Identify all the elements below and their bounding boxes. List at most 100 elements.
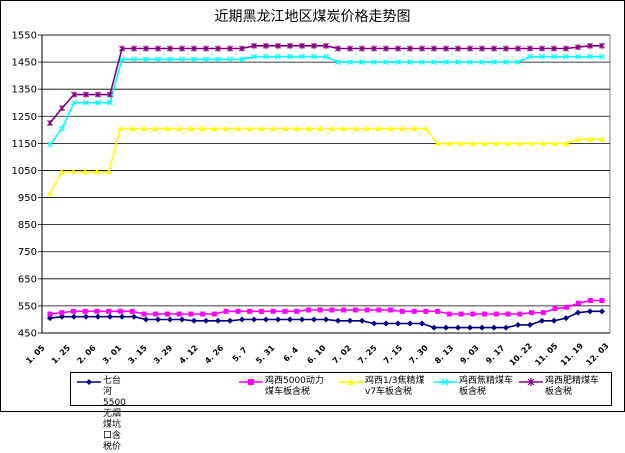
series-point-3 [251,53,257,60]
x-tick-label: 3. 29 [152,343,175,366]
series-point-2 [399,125,406,131]
y-tick-label: 1150 [12,139,37,150]
series-point-2 [140,125,147,131]
legend-swatch-jixi-coking [433,378,457,386]
series-point-2 [375,125,382,131]
series-point-4 [227,45,233,52]
series-point-3 [179,56,185,63]
y-tick-label: 550 [18,301,37,312]
series-point-3 [359,59,365,66]
series-point-0 [299,316,305,323]
series-point-2 [234,125,241,131]
series-point-0 [143,316,149,323]
series-point-4 [467,45,473,52]
series-point-2 [352,125,359,131]
series-point-0 [239,316,245,323]
series-point-0 [47,315,53,322]
series-point-4 [563,45,569,52]
series-point-1 [505,311,511,317]
series-point-0 [71,313,77,320]
series-point-4 [251,42,257,49]
x-tick-label: 5. 7 [231,345,249,363]
series-point-3 [107,99,113,106]
series-point-0 [383,320,389,327]
series-point-3 [515,59,521,66]
series-point-0 [119,313,125,320]
series-point-0 [287,316,293,323]
series-point-2 [364,125,371,131]
series-point-1 [106,308,112,314]
series-point-3 [131,56,137,63]
legend-label-jixi-coking: 鸡西焦精煤车板含税 [459,376,514,397]
series-point-3 [539,53,545,60]
series-point-1 [482,311,488,317]
y-tick-label: 1550 [12,31,37,42]
series-point-3 [299,53,305,60]
series-point-3 [383,59,389,66]
series-point-3 [347,59,353,66]
series-point-2 [422,125,429,131]
series-point-0 [587,308,593,315]
series-point-3 [155,56,161,63]
series-point-2 [105,168,112,175]
series-point-1 [70,308,76,314]
series-point-4 [179,45,185,52]
series-point-4 [71,91,77,98]
series-point-0 [443,324,449,331]
series-point-4 [431,45,437,52]
series-point-1 [576,300,582,306]
series-point-0 [419,320,425,327]
series-point-4 [479,45,485,52]
series-point-3 [287,53,293,60]
series-point-4 [455,45,461,52]
series-point-2 [563,140,570,146]
x-tick-label: 10. 22 [508,341,534,367]
series-point-3 [563,53,569,60]
series-point-4 [287,42,293,49]
series-point-3 [311,53,317,60]
series-point-0 [215,317,221,324]
series-point-4 [587,42,593,49]
series-point-1 [435,308,441,314]
series-point-2 [47,190,53,196]
x-tick-label: 12. 03 [584,341,610,367]
series-point-3 [263,53,269,60]
plot-background [41,34,611,334]
x-tick-label: 7. 25 [356,343,379,366]
series-point-3 [599,53,605,60]
series-point-3 [587,53,593,60]
legend-swatch-jixi-power [239,379,263,385]
series-point-0 [263,316,269,323]
series-point-0 [311,316,317,323]
series-point-4 [551,45,557,52]
line-chart: 450 550 650 750 850 950 1050 1150 1250 1350 1450 15… [12,31,611,368]
series-point-4 [503,45,509,52]
series-point-1 [294,308,300,314]
series-point-1 [270,308,276,314]
series-point-2 [469,140,476,146]
x-tick-label: 9. 03 [459,343,481,365]
series-point-3 [575,53,581,60]
series-point-1 [317,307,323,313]
series-point-0 [95,313,101,320]
series-point-3 [191,56,197,63]
series-point-3 [503,59,509,66]
series-point-1 [458,311,464,317]
series-point-1 [493,311,499,317]
series-point-3 [551,53,557,60]
series-point-2 [446,140,453,146]
series-point-3 [491,59,497,66]
series-point-1 [305,307,311,313]
series-point-1 [211,311,217,317]
series-point-2 [187,125,194,131]
series-point-0 [395,320,401,327]
series-point-1 [529,310,535,316]
chart-title: 近期黑龙江地区煤炭价格走势图 [214,9,411,25]
legend-label-jixi-coking-13: 鸡西1/3焦精煤v7车板含税 [365,376,425,397]
series-point-1 [423,308,429,314]
series-point-2 [93,168,100,175]
series-point-0 [359,317,365,324]
series-point-0 [455,324,461,331]
series-point-2 [587,136,594,142]
series-point-4 [527,45,533,52]
